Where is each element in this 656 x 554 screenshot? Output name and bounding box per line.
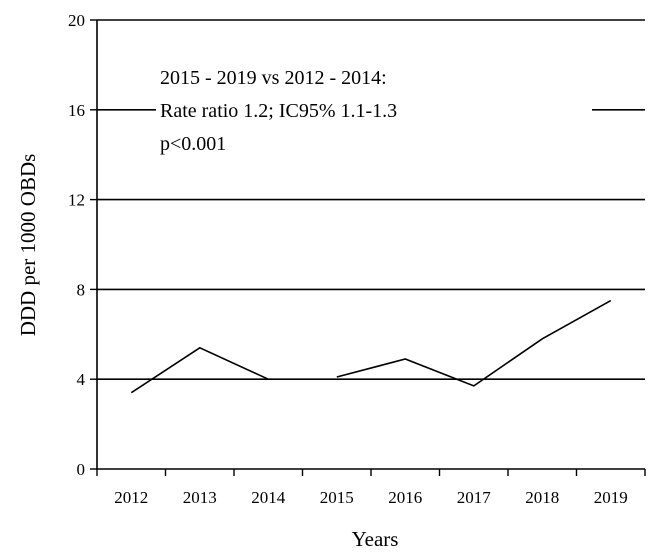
series-line-segment-2: [336, 299, 612, 387]
y-tick-label-0: 0: [77, 460, 86, 479]
x-tick-label-2016: 2016: [388, 488, 422, 507]
axes: [90, 19, 646, 476]
x-axis-title: Years: [352, 527, 399, 551]
y-tick-label-4: 4: [77, 370, 86, 389]
annotation-line-1: 2015 - 2019 vs 2012 - 2014:: [160, 67, 387, 89]
x-tick-label-2015: 2015: [320, 488, 354, 507]
annotation-background: [156, 62, 592, 160]
y-tick-label-8: 8: [77, 280, 86, 299]
x-tick-label-2014: 2014: [251, 488, 286, 507]
y-tick-labels: 0 4 8 12 16 20: [68, 11, 86, 479]
y-axis-title: DDD per 1000 OBDs: [16, 154, 40, 337]
y-tick-label-12: 12: [68, 191, 85, 210]
annotation-line-3: p<0.001: [160, 133, 226, 155]
x-tick-label-2018: 2018: [525, 488, 559, 507]
x-tick-label-2019: 2019: [594, 488, 628, 507]
y-tick-label-20: 20: [68, 11, 85, 30]
x-tick-label-2012: 2012: [114, 488, 148, 507]
x-tick-labels: 2012 2013 2014 2015 2016 2017 2018 2019: [114, 488, 628, 507]
x-tick-label-2013: 2013: [183, 488, 217, 507]
annotation-line-2: Rate ratio 1.2; IC95% 1.1-1.3: [160, 100, 397, 122]
series-lines: [130, 299, 612, 394]
x-tick-label-2017: 2017: [457, 488, 492, 507]
series-line-segment-1: [130, 346, 269, 394]
y-tick-label-16: 16: [68, 101, 85, 120]
